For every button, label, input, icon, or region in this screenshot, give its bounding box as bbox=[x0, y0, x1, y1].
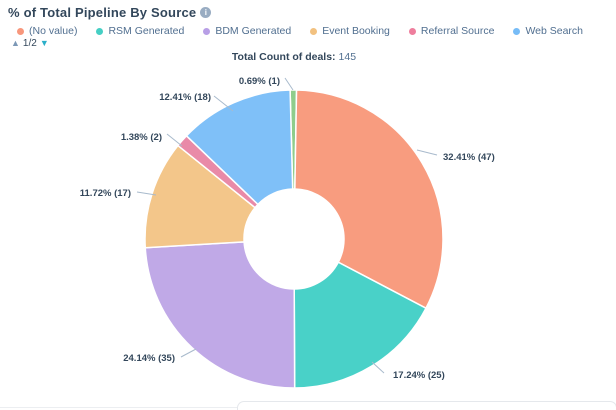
legend-dot-icon bbox=[513, 27, 521, 35]
legend-dot-icon bbox=[17, 27, 24, 35]
next-card-edge bbox=[237, 401, 616, 410]
legend-item-referral-source[interactable]: Referral Source bbox=[408, 25, 495, 37]
legend-page-indicator: 1/2 bbox=[22, 38, 37, 49]
legend-item-event-booking[interactable]: Event Booking bbox=[310, 25, 390, 37]
pie-slice-no-value[interactable] bbox=[294, 89, 444, 310]
legend-dot-icon bbox=[203, 27, 211, 35]
legend-page-down-icon[interactable]: ▼ bbox=[39, 38, 49, 48]
slice-data-label: 12.41% (18) bbox=[159, 92, 211, 103]
legend-page-up-icon[interactable]: ▲ bbox=[11, 38, 20, 48]
legend-item-label: Web Search bbox=[525, 25, 584, 37]
legend-item-label: (No value) bbox=[29, 25, 78, 37]
slice-data-label: 24.14% (35) bbox=[123, 353, 175, 364]
slice-connector-line bbox=[166, 133, 183, 147]
slice-data-label: 0.69% (1) bbox=[239, 76, 280, 87]
total-deals-value: 145 bbox=[338, 51, 357, 63]
slice-data-label: 11.72% (17) bbox=[80, 188, 131, 199]
pie-slice-bdm-generated[interactable] bbox=[144, 241, 296, 389]
pie-slice-rsm-generated[interactable] bbox=[293, 261, 427, 389]
legend-item-label: Referral Source bbox=[420, 25, 495, 37]
legend-dot-icon bbox=[310, 27, 318, 35]
chart-legend: (No value) RSM Generated BDM Generated Even… bbox=[17, 25, 583, 37]
legend-item-label: RSM Generated bbox=[108, 25, 185, 37]
legend-dot-icon bbox=[408, 27, 416, 35]
page-title: % of Total Pipeline By Source bbox=[8, 5, 197, 20]
slice-data-label: 1.38% (2) bbox=[121, 132, 162, 143]
slice-connector-line bbox=[213, 95, 234, 112]
legend-item-label: Event Booking bbox=[322, 25, 390, 37]
slice-connector-line bbox=[416, 149, 438, 156]
pie-slice-web-search[interactable] bbox=[185, 89, 294, 206]
legend-item-rsm-generated[interactable]: RSM Generated bbox=[96, 25, 184, 37]
legend-item-web-search[interactable]: Web Search bbox=[513, 25, 583, 37]
slice-connector-line bbox=[284, 77, 294, 91]
slice-connector-line bbox=[136, 191, 157, 196]
legend-item-bdm-generated[interactable]: BDM Generated bbox=[203, 25, 291, 37]
slice-data-label: 32.41% (47) bbox=[443, 152, 495, 163]
slice-connector-line bbox=[180, 348, 197, 358]
slice-data-label: 17.24% (25) bbox=[393, 370, 445, 381]
legend-item-label: BDM Generated bbox=[215, 25, 292, 37]
legend-dot-icon bbox=[96, 27, 104, 35]
chart-subtitle: Total Count of deals: 145 bbox=[232, 51, 356, 63]
total-deals-label: Total Count of deals: bbox=[231, 51, 336, 63]
legend-item-no-value[interactable]: (No value) bbox=[17, 25, 77, 37]
report-header: % of Total Pipeline By Source i bbox=[8, 5, 212, 20]
slice-connector-line bbox=[371, 361, 385, 374]
legend-pager: ▲ 1/2 ▼ bbox=[11, 38, 49, 49]
info-icon[interactable]: i bbox=[200, 7, 212, 18]
